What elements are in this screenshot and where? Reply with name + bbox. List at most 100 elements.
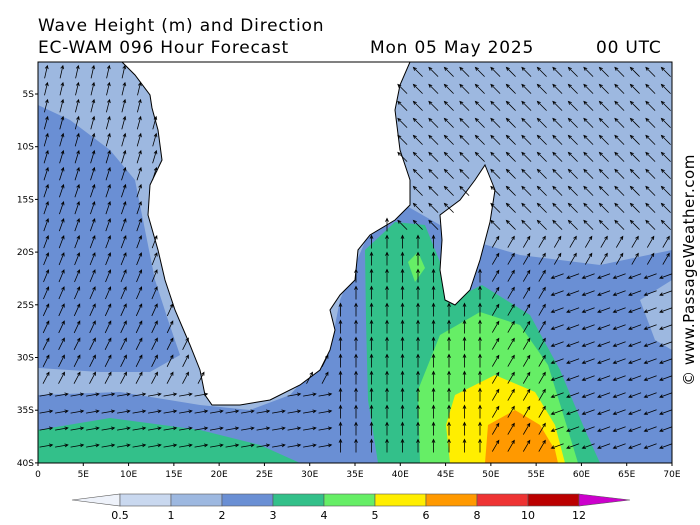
direction-arrow — [90, 64, 96, 79]
colorbar-label: 8 — [474, 509, 481, 522]
direction-arrow — [75, 64, 80, 79]
direction-arrow — [447, 370, 451, 385]
direction-arrow — [581, 307, 595, 313]
direction-arrow — [431, 421, 436, 436]
direction-arrow — [614, 185, 625, 196]
direction-arrow — [136, 201, 142, 215]
direction-arrow — [459, 151, 470, 162]
direction-arrow — [478, 268, 482, 283]
direction-arrow — [536, 66, 547, 77]
direction-arrow — [566, 409, 580, 415]
direction-arrow — [385, 234, 389, 249]
forecast-date: Mon 05 May 2025 — [370, 38, 534, 58]
direction-arrow — [538, 252, 546, 265]
direction-arrow — [462, 404, 467, 419]
direction-arrow — [151, 286, 158, 300]
colorbar-low-end — [71, 493, 121, 507]
direction-arrow — [643, 392, 657, 398]
direction-arrow — [369, 336, 374, 351]
direction-arrow — [567, 219, 578, 230]
direction-arrow — [117, 426, 131, 431]
direction-arrow — [166, 371, 174, 384]
direction-arrow — [628, 375, 642, 381]
direction-arrow — [385, 302, 389, 317]
sea-4-5m — [408, 252, 425, 282]
direction-arrow — [581, 273, 595, 279]
direction-arrow — [507, 354, 515, 367]
direction-arrow — [152, 149, 158, 164]
direction-arrow — [443, 151, 454, 162]
direction-arrow — [581, 358, 595, 364]
direction-arrow — [55, 392, 69, 397]
direction-arrow — [447, 404, 451, 419]
direction-arrow — [121, 132, 127, 147]
direction-arrow — [385, 251, 389, 266]
direction-arrow — [256, 443, 271, 448]
direction-arrow — [416, 404, 420, 419]
direction-arrow — [612, 273, 626, 279]
direction-arrow — [614, 202, 625, 213]
direction-arrow — [478, 353, 482, 368]
direction-arrow — [628, 392, 642, 398]
direction-arrow — [474, 83, 485, 94]
direction-arrow — [105, 235, 111, 249]
direction-arrow — [105, 252, 112, 266]
direction-arrow — [412, 168, 423, 179]
direction-arrow — [431, 268, 436, 283]
direction-arrow — [121, 64, 127, 79]
direction-arrow — [643, 324, 657, 330]
direction-arrow — [58, 218, 65, 232]
direction-arrow — [86, 392, 100, 397]
direction-arrow — [90, 166, 96, 181]
direction-arrow — [59, 201, 65, 215]
direction-arrow — [538, 337, 546, 350]
direction-arrow — [629, 117, 640, 128]
direction-arrow — [507, 422, 515, 435]
direction-arrow — [321, 371, 329, 384]
direction-arrow — [507, 388, 515, 401]
direction-arrow — [478, 421, 482, 436]
direction-arrow — [74, 218, 80, 232]
direction-arrow — [462, 421, 467, 436]
direction-arrow — [660, 66, 671, 77]
direction-arrow — [354, 285, 358, 300]
colorbar-segment — [170, 493, 223, 507]
direction-arrow — [631, 252, 639, 265]
direction-arrow — [136, 149, 142, 164]
colorbar-segment — [374, 493, 427, 507]
direction-arrow — [443, 83, 454, 94]
direction-arrow — [121, 149, 127, 164]
direction-arrow — [490, 83, 501, 94]
direction-arrow — [660, 185, 671, 196]
direction-arrow — [385, 370, 389, 385]
forecast-time: 00 UTC — [596, 38, 662, 58]
direction-arrow — [645, 66, 656, 77]
direction-arrow — [70, 443, 85, 448]
direction-arrow — [136, 286, 143, 300]
direction-arrow — [287, 409, 302, 414]
direction-arrow — [478, 370, 482, 385]
direction-arrow — [643, 443, 657, 449]
lon-label: 50E — [482, 470, 499, 480]
direction-arrow — [197, 371, 205, 384]
direction-arrow — [74, 201, 80, 215]
direction-arrow — [428, 168, 439, 179]
direction-arrow — [321, 354, 329, 367]
direction-arrow — [416, 421, 420, 436]
direction-arrow — [416, 319, 420, 334]
direction-arrow — [597, 307, 611, 313]
direction-arrow — [428, 66, 439, 77]
subtitle: EC-WAM 096 Hour Forecast — [38, 38, 289, 58]
colorbar-label: 12 — [572, 509, 586, 522]
direction-arrow — [598, 185, 609, 196]
direction-arrow — [522, 388, 531, 401]
direction-arrow — [536, 100, 547, 111]
direction-arrow — [597, 324, 611, 330]
direction-arrow — [416, 370, 420, 385]
direction-arrow — [581, 409, 595, 415]
map-area — [38, 62, 672, 463]
direction-arrow — [490, 219, 501, 230]
direction-arrow — [660, 219, 671, 230]
direction-arrow — [120, 269, 127, 283]
direction-arrow — [660, 168, 671, 179]
